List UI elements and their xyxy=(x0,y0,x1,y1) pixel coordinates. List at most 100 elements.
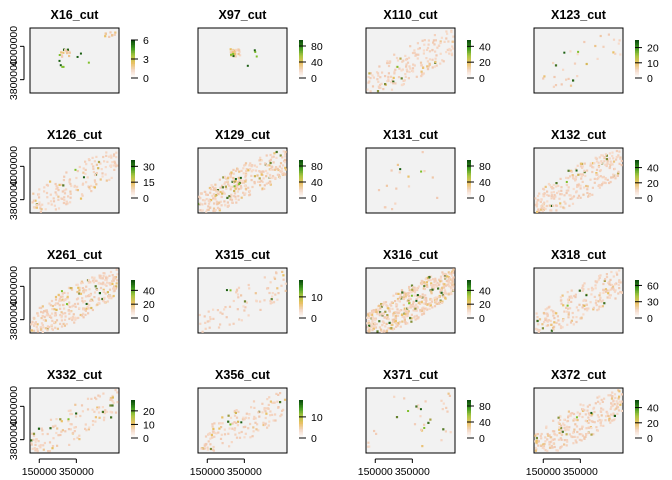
raster-cell xyxy=(404,322,407,325)
raster-cell xyxy=(614,297,617,300)
raster-cell xyxy=(221,184,224,187)
raster-cell xyxy=(61,292,64,295)
raster-cell xyxy=(440,36,443,39)
raster-cell xyxy=(537,208,540,211)
legend-swatch xyxy=(131,44,135,47)
raster-cell xyxy=(573,435,576,438)
raster-cell xyxy=(260,159,263,162)
raster-cell xyxy=(116,401,119,404)
raster-cell xyxy=(55,308,58,311)
legend-swatch xyxy=(131,171,135,173)
legend-swatch xyxy=(131,295,135,298)
raster-cell xyxy=(106,276,109,279)
raster-cell xyxy=(580,433,583,436)
raster-cell xyxy=(609,407,612,411)
raster-cell xyxy=(115,268,118,271)
raster-cell xyxy=(73,430,76,433)
raster-cell xyxy=(392,80,395,83)
raster-cell xyxy=(206,448,209,451)
raster-cell xyxy=(426,285,429,288)
raster-cell xyxy=(54,311,57,314)
raster-cell xyxy=(447,278,450,281)
raster-cell xyxy=(43,310,46,313)
raster-cell xyxy=(269,161,272,165)
raster-cell xyxy=(572,316,575,319)
raster-cell xyxy=(213,435,216,438)
legend-swatch xyxy=(299,308,303,311)
raster-cell xyxy=(543,75,546,78)
raster-cell-high xyxy=(420,170,423,173)
raster-cell xyxy=(440,399,443,402)
raster-cell xyxy=(440,291,443,294)
raster-cell xyxy=(200,192,203,195)
raster-cell xyxy=(243,309,246,312)
raster-cell xyxy=(280,413,283,416)
raster-cell xyxy=(114,276,118,279)
raster-cell xyxy=(87,279,90,282)
raster-cell xyxy=(221,190,224,193)
raster-cell xyxy=(562,422,565,425)
raster-cell xyxy=(79,414,82,418)
raster-cell xyxy=(405,315,408,318)
raster-cell xyxy=(56,427,59,430)
legend-swatch xyxy=(635,313,639,316)
legend-swatch xyxy=(467,436,471,439)
raster-cell-high xyxy=(87,61,90,64)
raster-cell xyxy=(403,397,406,400)
raster-cell xyxy=(612,38,616,41)
raster-cell xyxy=(67,420,70,423)
raster-cell xyxy=(212,445,215,449)
raster-cell xyxy=(604,290,608,293)
raster-cell xyxy=(253,415,256,418)
raster-cell xyxy=(95,155,98,158)
raster-cell xyxy=(380,303,383,306)
raster-cell xyxy=(541,327,544,330)
legend-swatch xyxy=(467,194,471,197)
raster-cell xyxy=(254,417,257,420)
raster-cell xyxy=(562,68,565,71)
raster-cell xyxy=(617,292,620,295)
raster-cell xyxy=(74,426,77,429)
raster-cell xyxy=(395,325,398,328)
legend-swatch xyxy=(467,422,471,425)
raster-cell xyxy=(542,187,545,190)
raster-cell xyxy=(445,37,448,40)
raster-cell xyxy=(258,180,261,183)
raster-cell xyxy=(417,285,421,288)
legend-swatch xyxy=(467,74,471,77)
legend-swatch xyxy=(131,183,135,186)
raster-cell xyxy=(101,410,104,413)
raster-cell xyxy=(600,398,603,401)
legend-swatch xyxy=(131,186,135,189)
legend-swatch xyxy=(131,43,135,46)
raster-cell xyxy=(618,39,621,42)
raster-cell xyxy=(108,274,111,277)
raster-cell xyxy=(44,319,47,322)
raster-cell xyxy=(434,283,437,286)
raster-cell xyxy=(592,308,595,311)
raster-cell xyxy=(608,157,611,160)
raster-cell xyxy=(570,435,573,438)
raster-cell xyxy=(552,204,555,207)
legend-swatch xyxy=(635,281,639,284)
plot-area xyxy=(365,387,456,454)
raster-cell xyxy=(272,301,276,304)
raster-cell xyxy=(81,410,84,413)
raster-cell xyxy=(207,208,210,211)
raster-cell xyxy=(249,436,252,439)
raster-cell xyxy=(38,201,41,204)
raster-cell xyxy=(64,312,67,315)
raster-cell xyxy=(51,319,54,322)
raster-cell xyxy=(421,39,424,42)
raster-cell xyxy=(115,151,118,154)
raster-cell xyxy=(369,72,372,75)
raster-cell xyxy=(57,434,60,437)
legend-swatch xyxy=(131,400,135,402)
raster-cell xyxy=(416,306,419,309)
raster-cell xyxy=(385,330,388,333)
legend-tick-label: 20 xyxy=(479,299,491,311)
